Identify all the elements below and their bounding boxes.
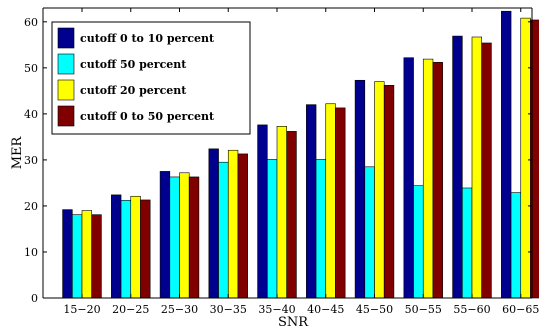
bar xyxy=(227,149,239,299)
bar xyxy=(169,176,180,299)
y-tick-label: 40 xyxy=(24,108,38,121)
legend-swatch xyxy=(57,79,75,101)
bar xyxy=(481,42,492,299)
y-tick-label: 0 xyxy=(31,292,38,305)
bar xyxy=(237,153,248,299)
legend-swatch xyxy=(57,53,75,75)
bar xyxy=(374,81,385,299)
legend-label: cutoff 20 percent xyxy=(80,84,187,97)
bar xyxy=(452,35,463,299)
bar xyxy=(422,58,434,299)
bar xyxy=(461,187,473,299)
bar xyxy=(72,214,83,299)
x-tick-label: 35−40 xyxy=(258,303,295,316)
y-axis-label: MER xyxy=(10,135,25,169)
bar xyxy=(354,79,366,299)
bar xyxy=(364,166,375,299)
x-tick-label: 50−55 xyxy=(405,303,442,316)
legend-label: cutoff 50 percent xyxy=(80,58,187,71)
legend-swatch xyxy=(57,27,75,49)
x-tick-label: 20−25 xyxy=(112,303,149,316)
bar xyxy=(286,131,297,299)
bar xyxy=(510,192,522,299)
bar xyxy=(471,36,482,299)
bar xyxy=(188,176,200,299)
bar xyxy=(91,214,102,299)
y-tick-label: 20 xyxy=(24,200,38,213)
x-axis-label: SNR xyxy=(278,315,309,328)
y-tick-label: 30 xyxy=(24,154,38,167)
bar xyxy=(140,199,151,299)
x-tick-label: 45−50 xyxy=(356,303,393,316)
x-tick-label: 25−30 xyxy=(161,303,198,316)
bar xyxy=(325,103,336,299)
bar xyxy=(266,159,278,299)
bar xyxy=(413,185,424,299)
bar xyxy=(501,10,512,299)
bar xyxy=(403,57,414,299)
legend: cutoff 0 to 10 percent cutoff 50 percent c… xyxy=(51,21,251,135)
bar xyxy=(276,126,287,299)
bar xyxy=(432,62,443,299)
bar xyxy=(306,104,317,299)
bars-layer xyxy=(62,10,539,299)
axes-layer: 0 10 20 30 40 50 60 15−20 20−25 25−30 30−35 35−40 40… xyxy=(10,7,539,328)
x-tick-label: 55−60 xyxy=(453,303,490,316)
y-tick-label: 10 xyxy=(24,246,38,259)
bar xyxy=(81,210,92,299)
legend-swatch xyxy=(57,105,75,127)
bar xyxy=(315,159,327,299)
bar xyxy=(179,172,190,299)
x-tick-label: 30−35 xyxy=(210,303,247,316)
bar xyxy=(520,17,531,299)
bar xyxy=(159,171,171,299)
bar xyxy=(208,148,219,299)
x-tick-label: 40−45 xyxy=(307,303,344,316)
bar xyxy=(111,194,122,299)
legend-label: cutoff 0 to 10 percent xyxy=(80,32,215,45)
y-tick-label: 50 xyxy=(24,62,38,75)
bar xyxy=(120,200,132,299)
bar xyxy=(130,195,141,299)
bar xyxy=(218,161,229,299)
bar xyxy=(257,124,268,299)
x-tick-label: 60−65 xyxy=(502,303,539,316)
legend-box xyxy=(51,21,251,135)
bar xyxy=(62,209,73,299)
x-tick-label: 15−20 xyxy=(63,303,100,316)
bar xyxy=(383,85,395,299)
bar xyxy=(335,107,346,299)
bar xyxy=(530,19,539,299)
y-tick-label: 60 xyxy=(24,16,38,29)
legend-label: cutoff 0 to 50 percent xyxy=(80,110,215,123)
